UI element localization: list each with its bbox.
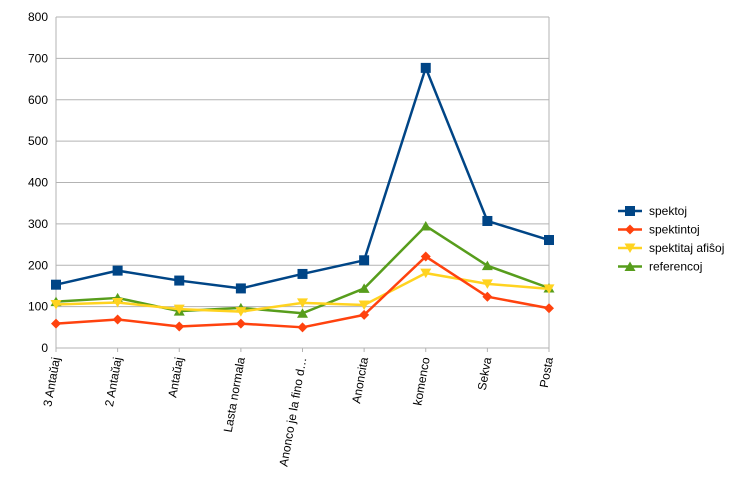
series-2-point: [420, 251, 431, 262]
series-3-point: [481, 279, 493, 289]
axis-layer: 0 100 200 300 400 500 600 700 800 3 Antaŭaj 2 Anta…: [28, 10, 556, 468]
series-1: [51, 62, 554, 294]
grid-layer: [56, 16, 549, 349]
series-4-point: [297, 308, 308, 318]
x-tick-label: Anonco je la fino d…: [276, 356, 309, 467]
legend-item: referencoj: [618, 260, 702, 274]
y-tick-label: 600: [28, 93, 48, 107]
series-1-point: [235, 283, 246, 294]
series-2-point: [297, 322, 308, 333]
legend-label: spektintoj: [649, 223, 700, 237]
series-2-point: [482, 291, 493, 302]
series-1-point: [359, 255, 370, 266]
x-tick-label: Lasta normala: [221, 356, 248, 434]
series-3-point: [235, 307, 247, 317]
series-2-point: [235, 318, 246, 329]
series-3: [50, 268, 555, 317]
series-1-point: [51, 279, 61, 290]
series-2-point: [112, 314, 123, 325]
y-tick-label: 500: [28, 134, 48, 148]
series-1-line: [55, 66, 550, 290]
series-2-point: [51, 318, 61, 329]
series-4-point: [358, 283, 370, 293]
series-2-point: [544, 303, 554, 314]
x-tick-label: Anoncita: [349, 356, 371, 405]
legend-swatch-marker: [624, 243, 636, 253]
legend-item: spektoj: [618, 204, 687, 218]
y-tick-label: 300: [28, 217, 48, 231]
series-3-point: [173, 304, 185, 315]
series-3-point: [50, 300, 62, 310]
series-1-point: [174, 275, 185, 286]
legend: spektoj spektintoj spektitaj afiŝoj referen…: [618, 204, 724, 274]
series-3-point: [112, 297, 124, 308]
series-3-point: [543, 284, 555, 294]
y-tick-label: 200: [28, 258, 48, 272]
series-3-point: [358, 300, 370, 310]
series-1-point: [112, 265, 123, 276]
x-tick-label: 2 Antaŭaj: [102, 356, 124, 408]
y-tick-label: 0: [41, 341, 48, 355]
x-tick-label: Posta: [537, 356, 556, 389]
series-4-point: [481, 260, 493, 271]
series-4-point: [420, 220, 432, 231]
y-tick-label: 800: [28, 10, 48, 24]
series-2: [51, 251, 554, 333]
series-3-point: [420, 268, 432, 279]
series-1-point: [297, 268, 308, 279]
legend-swatch-marker: [624, 261, 636, 271]
legend-label: spektoj: [649, 204, 687, 218]
legend-swatch-marker: [625, 206, 635, 216]
x-tick-label: Sekva: [475, 356, 495, 392]
series-1-point: [544, 235, 554, 246]
series-2-point: [174, 321, 185, 332]
x-tick-label: 3 Antaŭaj: [40, 356, 62, 408]
series-1-point: [482, 215, 493, 226]
x-tick-label: komenco: [410, 356, 432, 407]
legend-swatch-marker: [625, 224, 635, 235]
legend-label: spektitaj afiŝoj: [649, 241, 724, 255]
legend-item: spektitaj afiŝoj: [618, 241, 724, 255]
series-layer: [50, 62, 555, 333]
y-tick-label: 700: [28, 51, 48, 65]
y-tick-label: 100: [28, 300, 48, 314]
series-1-point: [420, 62, 431, 73]
legend-item: spektintoj: [618, 223, 700, 237]
series-2-point: [359, 309, 370, 320]
y-tick-label: 400: [28, 176, 48, 190]
legend-label: referencoj: [649, 260, 702, 274]
series-3-point: [297, 298, 308, 308]
x-tick-label: Antaŭaj: [165, 356, 186, 399]
